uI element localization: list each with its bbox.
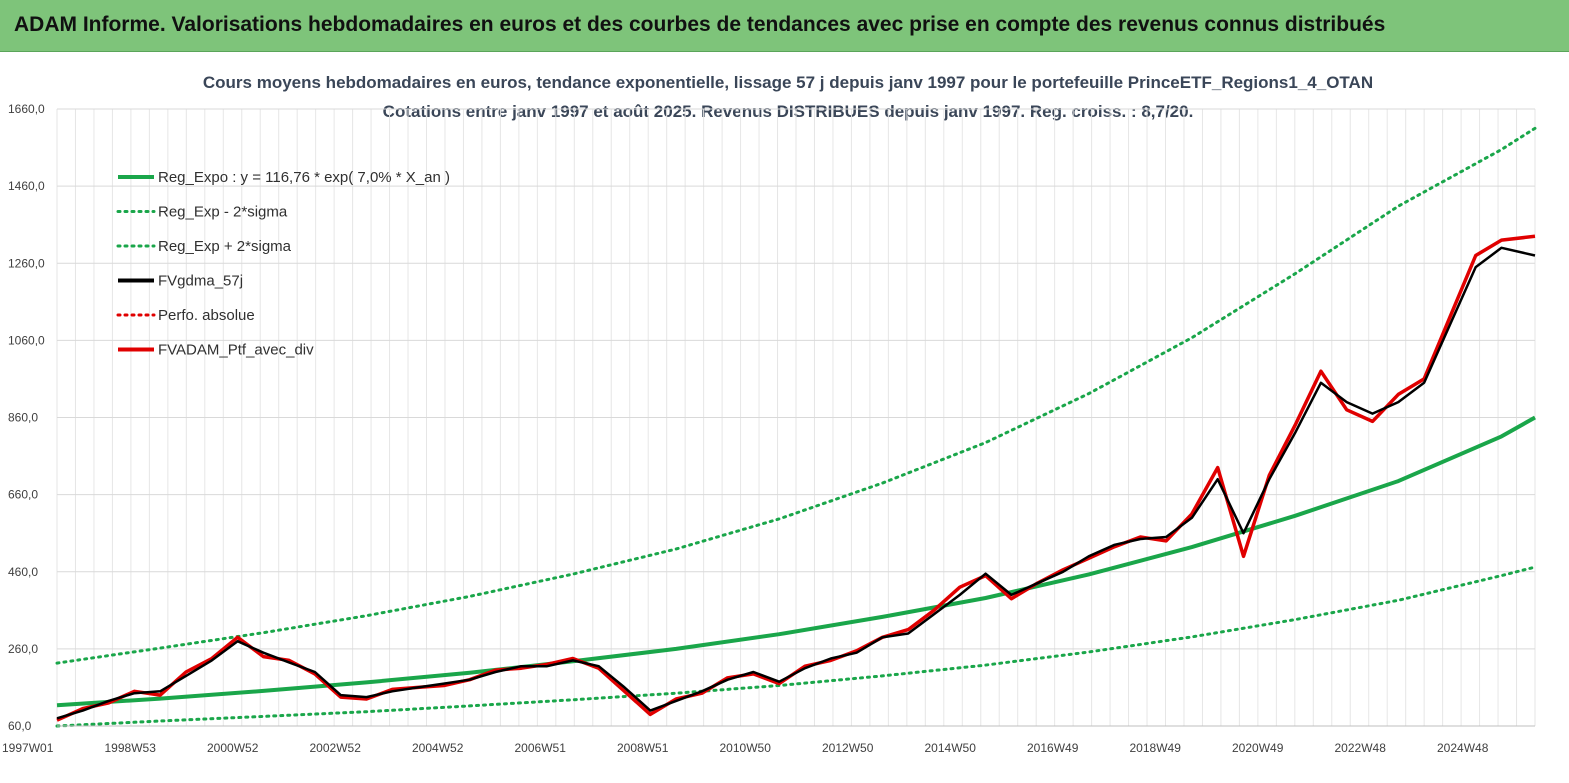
y-tick-label: 260,0 [8, 642, 38, 656]
x-tick-label: 2012W50 [822, 741, 874, 755]
y-axis: 60,0 260,0 460,0 660,0 860,0 1060,0 1260,0 1460… [8, 102, 45, 733]
y-tick-label: 460,0 [8, 565, 38, 579]
x-tick-label: 2002W52 [310, 741, 362, 755]
x-tick-label: 2006W51 [515, 741, 567, 755]
legend-label: Reg_Exp + 2*sigma [158, 238, 292, 255]
series-line-1 [55, 565, 1537, 728]
y-tick-label: 1460,0 [8, 179, 45, 193]
series-line-2 [55, 126, 1537, 665]
x-tick-label: 2020W49 [1232, 741, 1284, 755]
y-tick-label: 1260,0 [8, 256, 45, 270]
legend-label: Reg_Exp - 2*sigma [158, 204, 288, 221]
legend-label: Reg_Expo : y = 116,76 * exp( 7,0% * X_an… [158, 169, 450, 186]
x-tick-label: 2010W50 [720, 741, 772, 755]
y-tick-label: 860,0 [8, 411, 38, 425]
x-tick-label: 1997W01 [2, 741, 54, 755]
y-tick-label: 1660,0 [8, 102, 45, 116]
legend: Reg_Expo : y = 116,76 * exp( 7,0% * X_an… [116, 169, 450, 359]
x-axis: 1997W01 1998W53 2000W52 2002W52 2004W52 2006W… [2, 725, 1535, 755]
grid [56, 108, 1536, 727]
banner-title: ADAM Informe. Valorisations hebdomadaire… [14, 13, 1386, 36]
y-tick-label: 660,0 [8, 488, 38, 502]
line-chart: Cours moyens hebdomadaires en euros, ten… [0, 52, 1569, 783]
series-layer [55, 126, 1537, 728]
x-tick-label: 2000W52 [207, 741, 259, 755]
legend-label: FVADAM_Ptf_avec_div [158, 342, 314, 359]
x-tick-label: 1998W53 [105, 741, 157, 755]
header-banner: ADAM Informe. Valorisations hebdomadaire… [0, 0, 1569, 52]
x-tick-label: 2014W50 [925, 741, 977, 755]
x-tick-label: 2018W49 [1130, 741, 1182, 755]
legend-label: FVgdma_57j [158, 273, 243, 290]
x-tick-label: 2008W51 [617, 741, 669, 755]
legend-label: Perfo. absolue [158, 307, 255, 324]
y-tick-label: 1060,0 [8, 333, 45, 347]
chart-title: Cours moyens hebdomadaires en euros, ten… [203, 73, 1373, 92]
x-tick-label: 2022W48 [1335, 741, 1387, 755]
x-tick-label: 2004W52 [412, 741, 464, 755]
series-line-3 [56, 246, 1536, 720]
chart-subtitle: Cotations entre janv 1997 et août 2025. … [383, 102, 1194, 121]
series-line-0 [56, 415, 1536, 708]
y-tick-label: 60,0 [8, 719, 32, 733]
x-tick-label: 2024W48 [1437, 741, 1489, 755]
x-tick-label: 2016W49 [1027, 741, 1079, 755]
